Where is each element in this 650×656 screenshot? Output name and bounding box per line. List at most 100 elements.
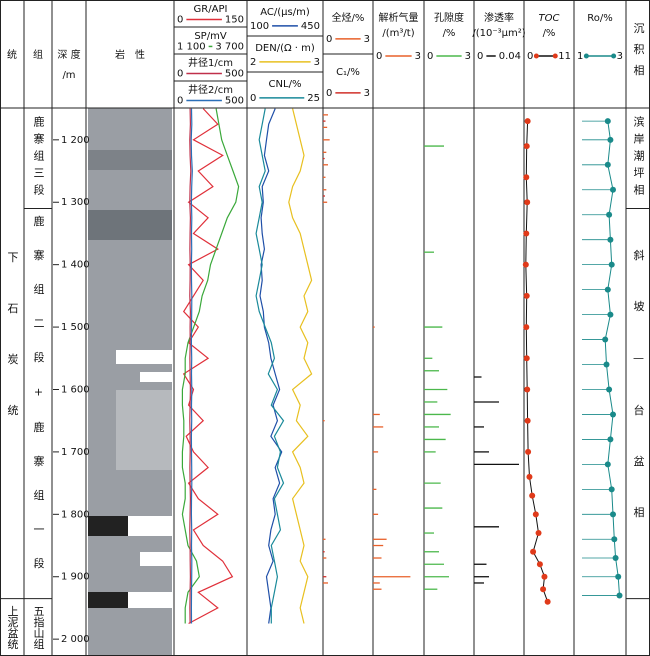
legend-tick-label: 1 <box>577 51 583 62</box>
curve-name: 井径2/cm <box>188 83 233 96</box>
curve-name: 井径1/cm <box>188 56 233 69</box>
log-point <box>541 573 548 580</box>
log-point <box>523 355 530 362</box>
unit-name: 五指山组 <box>32 605 45 649</box>
legend-tick-label: 0 <box>177 68 183 79</box>
depth-tick-label: 1 700 <box>61 447 90 458</box>
track-title: /% <box>443 28 456 39</box>
col-system: 统 <box>7 48 17 61</box>
log-point <box>604 461 611 468</box>
legend-dot <box>583 53 589 59</box>
log-point <box>607 136 614 143</box>
legend-tick-label: 0 <box>527 51 533 62</box>
track-title: Ro/% <box>587 13 613 24</box>
col-formation: 组 <box>33 48 43 61</box>
log-point <box>608 261 615 268</box>
legend-tick-label: 0 <box>177 95 183 106</box>
legend-tick-label: 11 <box>558 51 571 62</box>
log-point <box>603 361 610 368</box>
track-title: /% <box>543 28 556 39</box>
log-point <box>610 411 616 418</box>
log-point <box>536 561 543 568</box>
depth-tick-label: 2 000 <box>61 634 90 645</box>
depth-tick-label: 1 800 <box>61 509 90 520</box>
curve-name: CNL/% <box>269 79 302 90</box>
depth-tick-label: 1 300 <box>61 197 90 208</box>
legend-tick-label: 100 <box>250 21 269 32</box>
log-point <box>607 436 614 443</box>
legend-tick-label: 3 <box>364 34 370 45</box>
log-point <box>523 292 530 299</box>
log-point <box>602 336 609 343</box>
legend-tick-label: 500 <box>225 95 244 106</box>
legend-tick-label: 150 <box>225 14 244 25</box>
log-point <box>612 555 619 562</box>
unit-name: 鹿寨组三段 <box>32 115 45 201</box>
col-lithology: 岩 性 <box>115 48 145 61</box>
log-point <box>526 473 533 480</box>
curve-name: DEN/(Ω · m) <box>255 43 315 54</box>
log-curve <box>190 108 193 624</box>
legend-tick-label: 3 <box>465 51 471 62</box>
curve-name: C₁/% <box>336 67 360 78</box>
log-curve <box>255 108 285 624</box>
log-point <box>540 586 547 593</box>
unit-name: 鹿寨组二段+鹿寨组一段 <box>32 214 45 591</box>
log-curve <box>181 108 240 624</box>
log-point <box>608 486 615 493</box>
legend-tick-label: 0 <box>477 51 483 62</box>
legend-tick-label: 2 <box>250 57 256 68</box>
log-point <box>532 511 539 518</box>
log-point <box>616 592 623 599</box>
track-title: 解析气量 <box>379 11 419 24</box>
legend-tick-label: 3 <box>314 57 320 68</box>
legend-tick-label: 0.04 <box>499 51 521 62</box>
log-point <box>523 174 530 181</box>
log-point <box>607 311 614 318</box>
depth-tick-label: 1 900 <box>61 572 90 583</box>
log-point <box>606 211 613 218</box>
depth-unit: /m <box>62 70 75 81</box>
legend-dot <box>611 53 617 59</box>
log-point <box>529 492 536 499</box>
legend-tick-label: 450 <box>301 21 320 32</box>
log-point <box>604 118 611 125</box>
unit-name: 上泥盆统 <box>6 605 19 649</box>
curve-name: GR/API <box>194 4 228 15</box>
log-point <box>535 530 542 537</box>
log-point <box>606 386 613 393</box>
track-title: 渗透率 <box>484 11 514 24</box>
track-title: /(m³/t) <box>382 28 414 39</box>
log-point <box>530 548 537 555</box>
legend-tick-label: 1 100 <box>177 41 206 52</box>
log-point <box>604 286 611 293</box>
curve-name: SP/mV <box>194 31 226 42</box>
log-curve <box>182 108 234 625</box>
log-curve <box>189 108 192 624</box>
log-point <box>524 417 531 424</box>
legend-tick-label: 500 <box>225 68 244 79</box>
depth-tick-label: 1 200 <box>61 135 90 146</box>
log-point <box>615 573 622 580</box>
legend-tick-label: 25 <box>307 93 320 104</box>
log-point <box>523 324 530 331</box>
legend-tick-label: 0 <box>376 51 382 62</box>
legend-dot <box>533 53 539 59</box>
unit-name: 斜坡—台盆相 <box>632 249 645 557</box>
legend-tick-label: 0 <box>427 51 433 62</box>
log-point <box>544 598 551 605</box>
log-point <box>610 186 616 193</box>
legend-tick-label: 3 <box>617 51 623 62</box>
legend-tick-label: 0 <box>326 34 332 45</box>
depth-tick-label: 1 600 <box>61 384 90 395</box>
log-point <box>604 161 611 168</box>
track-title: 孔隙度 <box>434 11 464 24</box>
log-point <box>611 536 618 543</box>
depth-tick-label: 1 400 <box>61 260 90 271</box>
col-facies: 沉积相 <box>632 22 645 85</box>
legend-tick-label: 0 <box>326 88 332 99</box>
log-point <box>607 236 614 243</box>
legend-tick-label: 3 <box>364 88 370 99</box>
depth-title: 深 度 <box>57 48 80 61</box>
depth-tick-label: 1 500 <box>61 322 90 333</box>
